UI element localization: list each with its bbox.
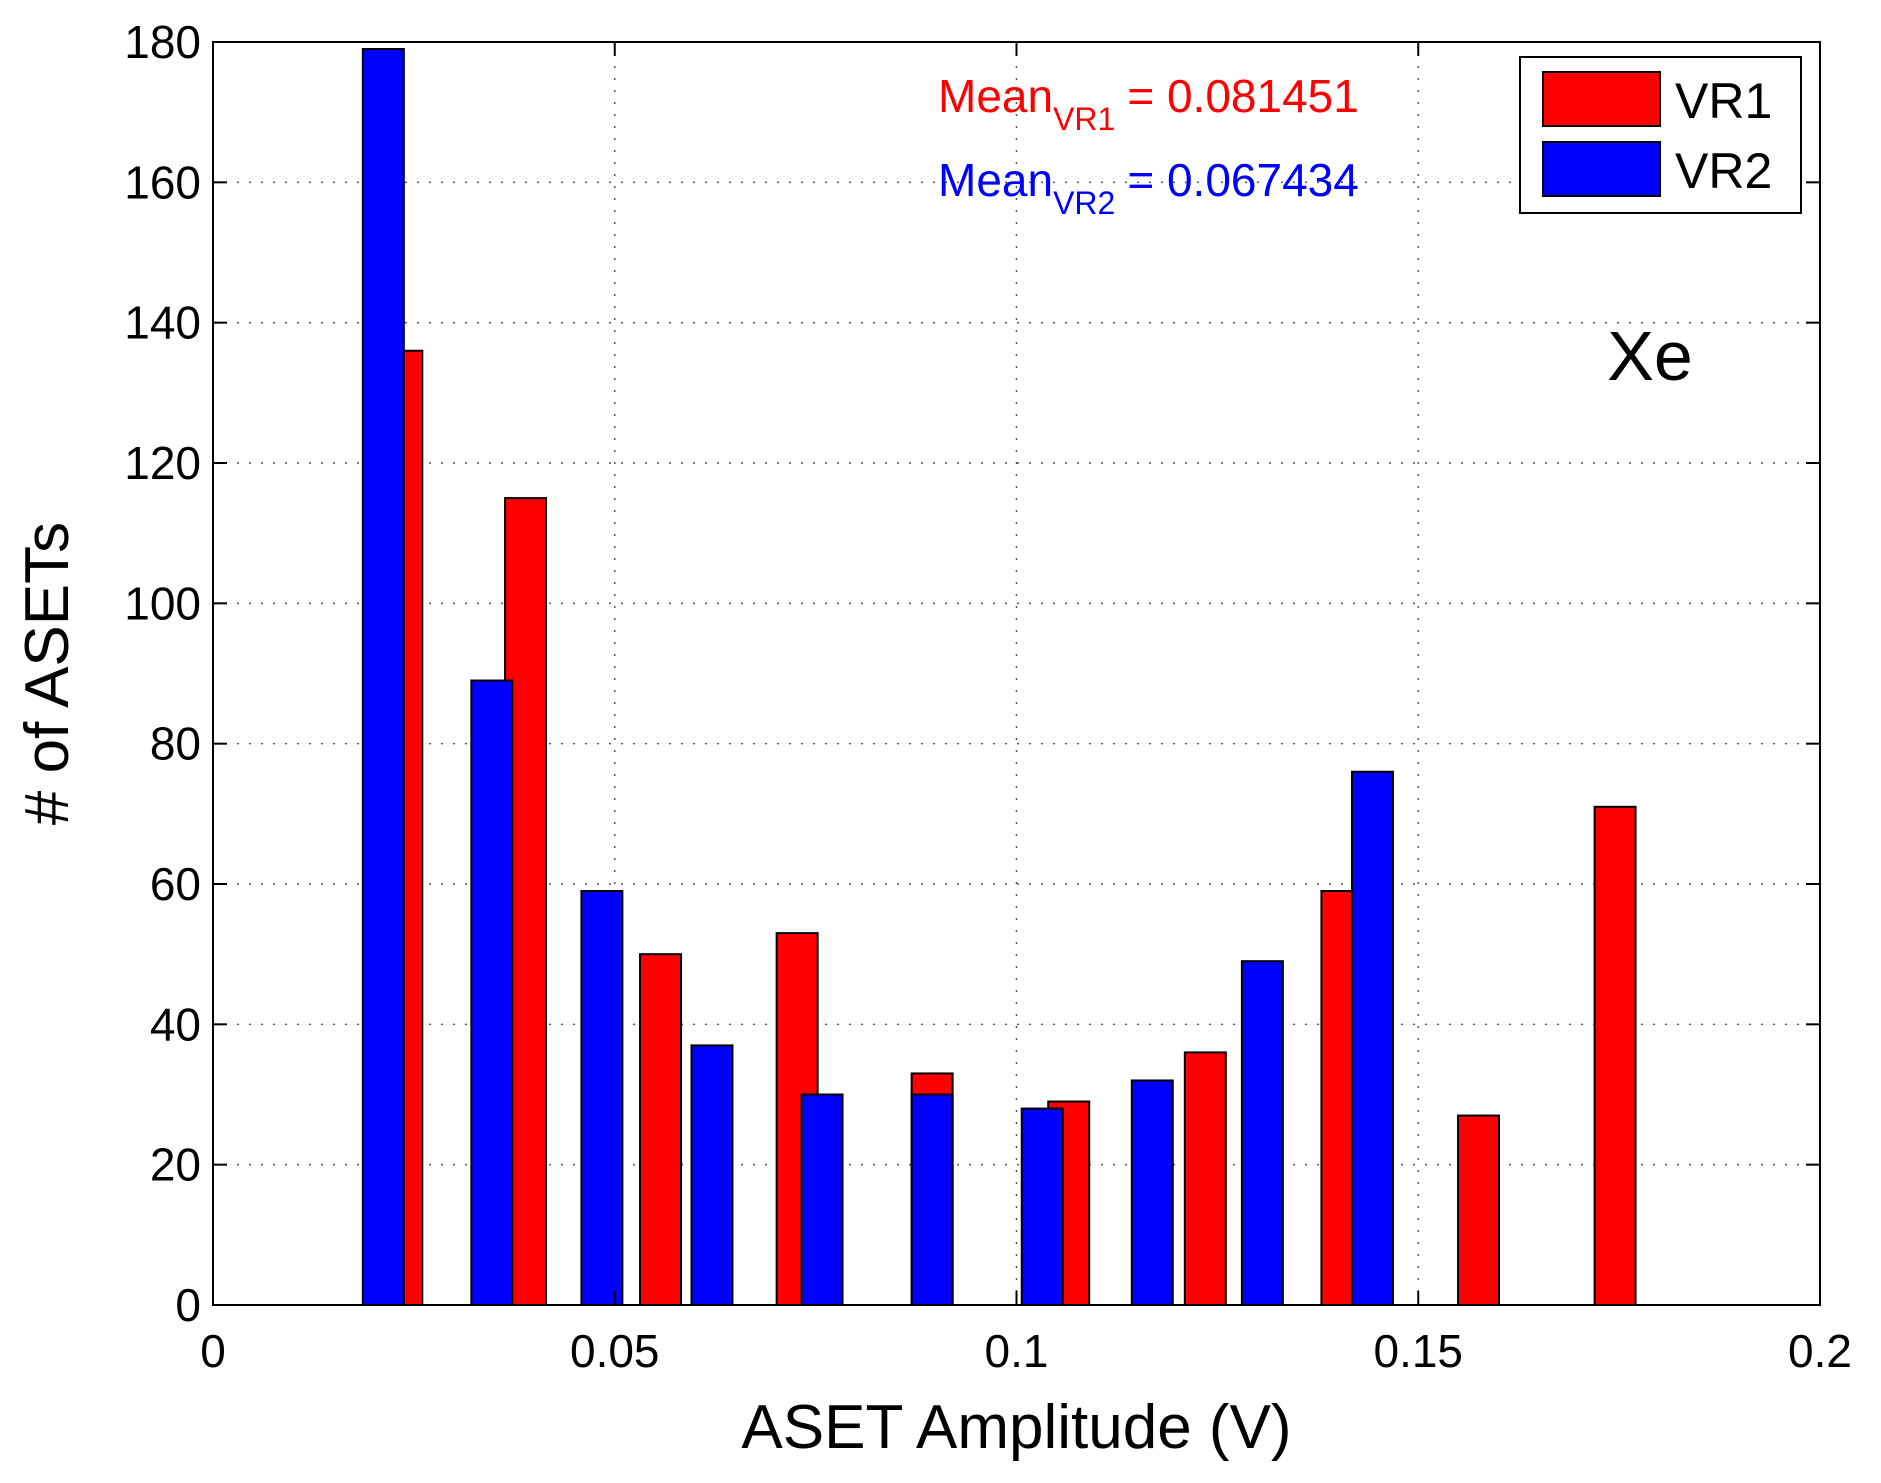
bar-vr2 [1240,960,1284,1307]
mean-vr2-annotation: MeanVR2 = 0.067434 [938,154,1359,221]
bar-vr2 [361,48,405,1306]
x-tick-label: 0.1 [985,1325,1049,1377]
axis-ticks [212,41,1821,1306]
species-label: Xe [1607,317,1693,395]
bar-vr2 [1350,770,1394,1306]
legend-swatch-vr2 [1542,141,1661,197]
mean-vr2-subscript: VR2 [1053,185,1115,221]
tick-labels: 0 0.05 0.1 0.15 0.2 0 20 40 60 80 100 120 140 160 180 [124,16,1852,1377]
bar-vr2 [470,679,514,1306]
y-axis-title: # of ASETs [13,522,82,825]
bar-vr2 [1020,1107,1064,1306]
bar-vr2 [580,890,624,1306]
y-tick-label: 60 [150,858,201,910]
mean-vr1-annotation: MeanVR1 = 0.081451 [938,70,1359,137]
bar-vr1 [1183,1051,1227,1307]
y-tick-label: 80 [150,718,201,770]
bar-vr2 [1130,1079,1174,1307]
mean-vr2-value: = 0.067434 [1127,154,1359,206]
bar-vr2 [690,1044,734,1306]
y-tick-label: 120 [124,437,201,489]
y-tick-label: 40 [150,998,201,1050]
y-tick-label: 100 [124,577,201,629]
y-tick-label: 20 [150,1139,201,1191]
y-tick-label: 160 [124,156,201,208]
y-tick-label: 0 [175,1279,201,1331]
x-tick-label: 0.15 [1373,1325,1463,1377]
mean-vr1-value: = 0.081451 [1127,70,1359,122]
x-tick-label: 0 [200,1325,226,1377]
bar-vr1 [1593,805,1637,1306]
legend-label-vr1: VR1 [1675,73,1772,129]
x-tick-label: 0.05 [570,1325,660,1377]
legend-label-vr2: VR2 [1675,143,1772,199]
bar-vr1 [639,953,683,1307]
y-tick-label: 140 [124,297,201,349]
bar-vr2 [910,1093,954,1306]
legend-swatch-vr1 [1542,71,1661,127]
mean-vr1-label: Mean [938,70,1053,122]
x-axis-title: ASET Amplitude (V) [741,1393,1291,1462]
mean-vr1-subscript: VR1 [1053,101,1115,137]
x-tick-label: 0.2 [1788,1325,1852,1377]
bar-vr1 [1457,1114,1501,1307]
bar-vr2 [800,1093,844,1306]
bars [361,48,1637,1307]
y-tick-label: 180 [124,16,201,68]
mean-vr2-label: Mean [938,154,1053,206]
legend: VR1 VR2 [1519,56,1802,214]
